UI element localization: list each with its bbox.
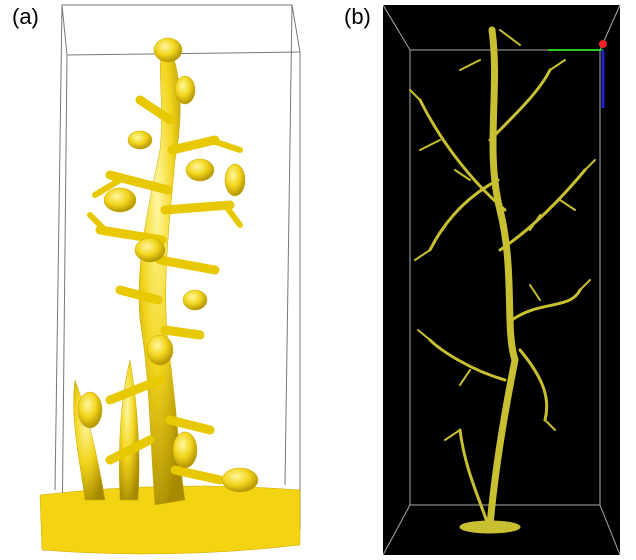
render bbox=[0, 0, 636, 560]
viewport bbox=[383, 5, 620, 555]
dendrite-a bbox=[40, 38, 300, 554]
figure: (a) (b) bbox=[0, 0, 636, 560]
